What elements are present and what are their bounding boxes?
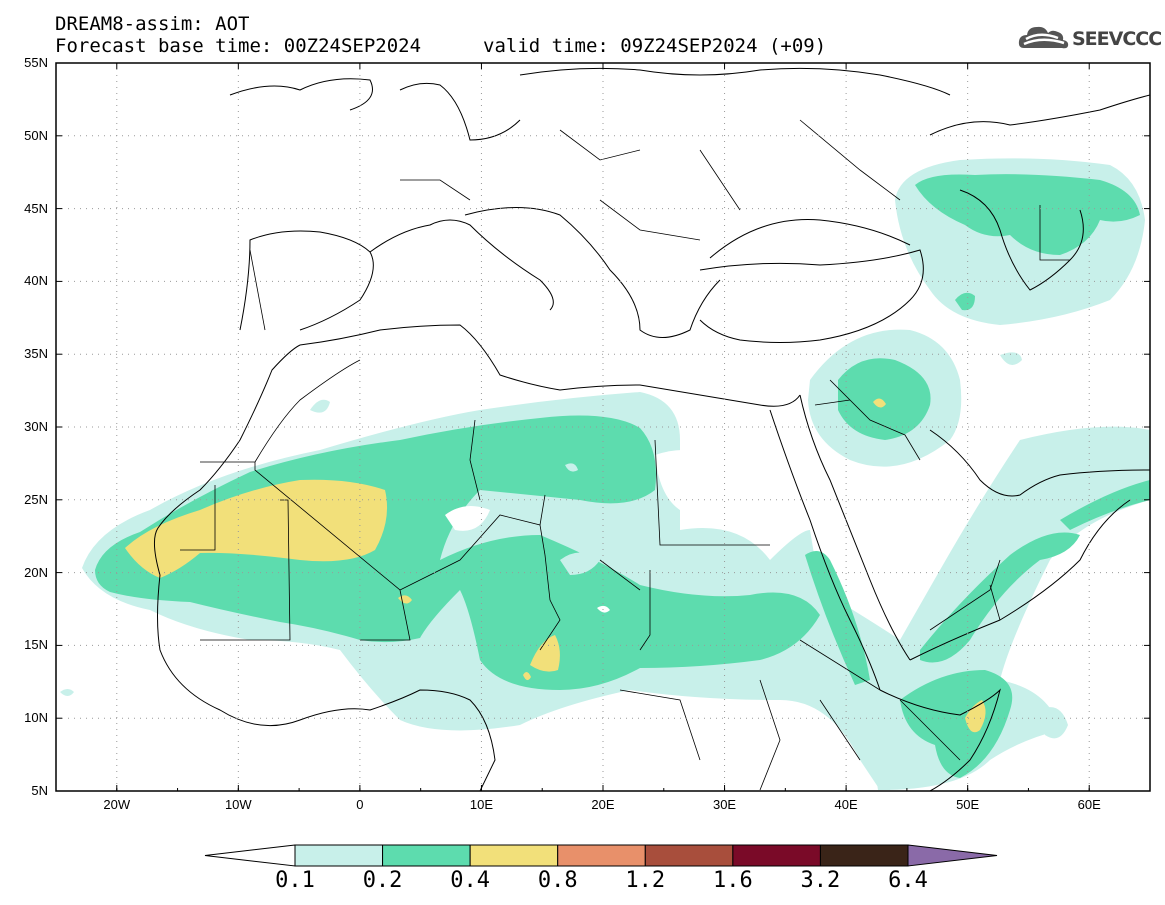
- lat-label: 15N: [24, 637, 48, 653]
- colorbar-level-label: 0.2: [362, 868, 403, 893]
- lon-label: 10W: [224, 797, 252, 812]
- coastlines: [154, 67, 1150, 791]
- country-borders: [180, 119, 1070, 791]
- colorbar-max-arrow: [907, 844, 998, 867]
- seevccc-logo: SEEVCCC: [1018, 22, 1162, 54]
- lat-label: 50N: [24, 127, 48, 143]
- aot-level-0-4: [125, 398, 986, 733]
- forecast-base-time: Forecast base time: 00Z24SEP2024: [55, 35, 422, 57]
- map-title: DREAM8-assim: AOT: [55, 13, 250, 35]
- lat-label: 35N: [24, 346, 48, 362]
- colorbar-level-label: 1.2: [625, 868, 666, 893]
- colorbar-box: [732, 844, 821, 867]
- aot-field: [60, 67, 1150, 791]
- lon-label: 20W: [103, 797, 131, 812]
- colorbar-level-label: 1.6: [712, 868, 753, 893]
- colorbar-box: [469, 844, 559, 867]
- lon-label: 10E: [469, 797, 493, 812]
- colorbar-box: [644, 844, 734, 867]
- lon-label: 60E: [1077, 797, 1101, 812]
- lon-label: 50E: [956, 797, 980, 812]
- axis-ticks: [55, 62, 1151, 792]
- aot-low-patches: [560, 463, 600, 575]
- colorbar-level-label: 6.4: [888, 868, 928, 893]
- lat-label: 30N: [24, 419, 48, 434]
- colorbar-box: [294, 844, 384, 867]
- colorbar-level-label: 0.4: [450, 868, 491, 893]
- cloud-icon: [1018, 26, 1069, 49]
- colorbar-box: [819, 844, 909, 867]
- graticule: [56, 63, 1150, 791]
- colorbar-box: [382, 844, 471, 867]
- lon-label: 0: [356, 797, 364, 812]
- aot-level-0-2: [95, 174, 1150, 778]
- lat-label: 20N: [24, 564, 48, 580]
- logo-text: SEEVCCC: [1072, 28, 1162, 50]
- lat-label: 40N: [24, 273, 48, 289]
- lat-label: 45N: [24, 200, 48, 216]
- lon-label: 20E: [591, 797, 615, 812]
- colorbar-level-label: 0.1: [275, 868, 315, 893]
- colorbar-level-label: 0.8: [537, 868, 578, 893]
- lon-label: 30E: [712, 797, 737, 812]
- lon-label: 40E: [834, 797, 858, 812]
- lat-label: 25N: [24, 491, 48, 507]
- lat-label: 55N: [24, 55, 48, 70]
- colorbar: [204, 844, 998, 867]
- lat-label: 10N: [24, 710, 48, 726]
- colorbar-min-arrow: [204, 844, 296, 867]
- lat-label: 5N: [31, 783, 48, 798]
- colorbar-box: [557, 844, 646, 867]
- colorbar-level-label: 3.2: [800, 868, 841, 893]
- valid-time: valid time: 09Z24SEP2024 (+09): [483, 35, 827, 57]
